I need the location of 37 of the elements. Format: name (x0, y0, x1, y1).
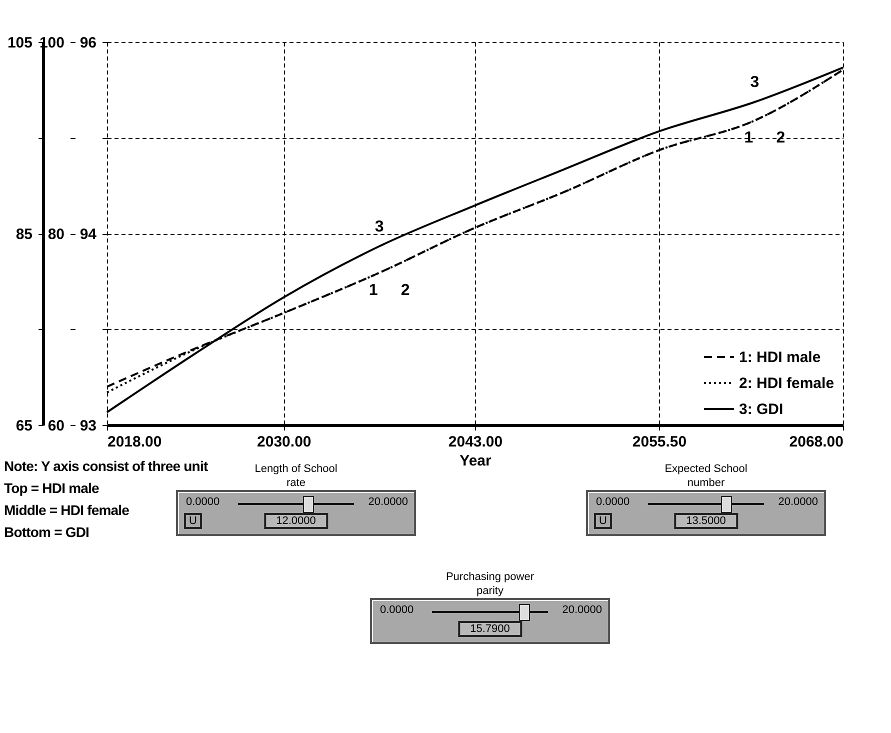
y-tick-label: 85 (16, 226, 32, 243)
text: Purchasing power parity (444, 570, 536, 598)
x-tick-label: 2055.50 (632, 434, 687, 450)
slider-panel: 0.0000 20.0000 U 13.5000 (586, 490, 826, 536)
x-tick-label: 2043.00 (448, 434, 503, 450)
y3-tick-label: 96 (80, 34, 96, 52)
x-tick-label: 2018.00 (108, 434, 162, 450)
y3-tick-label: 94 (80, 226, 98, 243)
y-tick-label: 65 (16, 418, 32, 434)
button: U (594, 513, 612, 529)
legend-label: 3: GDI (739, 401, 784, 418)
button: U (184, 513, 202, 529)
x-tick-label: 2068.00 (789, 434, 844, 450)
text: Middle = HDI female (4, 502, 130, 518)
legend-label: 1: HDI male (739, 349, 821, 366)
y2-tick-label: 60 (48, 418, 64, 434)
annotation: 2 (776, 130, 786, 147)
annotation: 3 (750, 74, 760, 92)
annotation: 1 (368, 282, 378, 299)
text: Bottom = GDI (4, 524, 90, 540)
y2-tick-label: 80 (48, 226, 64, 243)
text: Top = HDI male (4, 480, 99, 496)
value-field: 13.5000 (674, 513, 738, 529)
x-axis-title: Year (460, 452, 492, 470)
annotation: 2 (400, 282, 410, 299)
y3-tick-label: 93 (80, 418, 96, 434)
slider-panel: 0.0000 20.0000 U 12.0000 (176, 490, 416, 536)
slider-panel: 0.0000 20.0000 15.7900 (370, 598, 610, 644)
x-tick-label: 2030.00 (257, 434, 312, 450)
y-tick-label: 105 (7, 34, 32, 52)
value-field: 15.7900 (458, 621, 522, 637)
text: Note: Y axis consist of three unit (4, 457, 208, 476)
text: Length of School rate (254, 462, 338, 490)
text: Expected School number (664, 462, 748, 490)
value-field: 12.0000 (264, 513, 328, 529)
annotation: 3 (374, 218, 384, 236)
legend-label: 2: HDI female (739, 375, 834, 392)
